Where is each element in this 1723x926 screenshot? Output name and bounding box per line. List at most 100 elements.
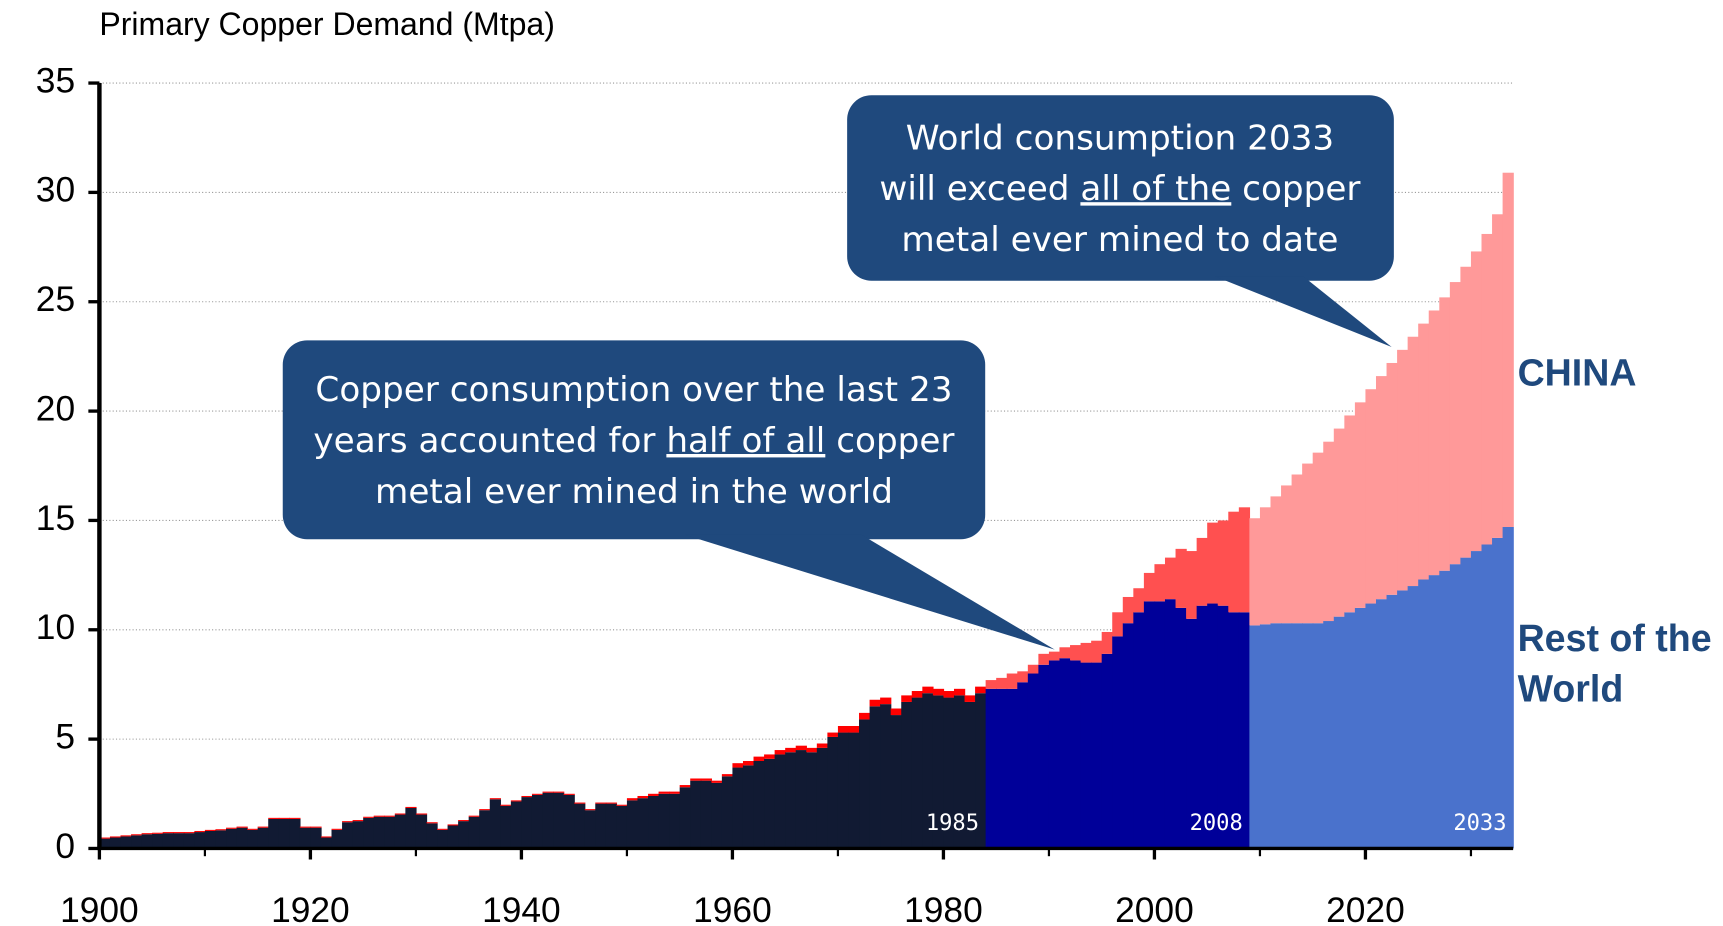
bar-segment: [1186, 551, 1198, 619]
bar-segment: [131, 834, 143, 836]
bar-segment: [932, 695, 945, 849]
bar-segment: [1375, 599, 1388, 849]
bar-segment: [152, 832, 164, 834]
bar-segment: [637, 795, 649, 799]
bar-segment: [1228, 511, 1240, 613]
x-tick-label: 1920: [271, 891, 350, 926]
bar-segment: [1091, 640, 1103, 663]
bar-segment: [1048, 651, 1061, 661]
period-label: 2033: [1453, 811, 1506, 836]
bar-segment: [1217, 605, 1229, 849]
bar-segment: [489, 799, 501, 849]
bar-segment: [415, 814, 428, 849]
bar-segment: [173, 833, 185, 849]
callout-pointer: [1214, 276, 1392, 348]
bar-segment: [806, 747, 818, 753]
bar-segment: [658, 793, 670, 849]
bar-segment: [1164, 557, 1177, 600]
bar-segment: [1048, 660, 1061, 849]
bar-segment: [479, 809, 491, 811]
annotation-text: years accounted for half of all copper: [313, 421, 955, 461]
y-tick-label: 35: [36, 61, 75, 100]
bar-segment: [1207, 522, 1219, 604]
bar-segment: [109, 837, 122, 849]
bar-segment: [1006, 688, 1018, 849]
bar-segment: [99, 838, 111, 849]
bar-segment: [320, 837, 333, 849]
bar-segment: [1365, 389, 1377, 604]
bar-segment: [1238, 612, 1251, 849]
bar-segment: [753, 760, 765, 849]
bar-segment: [1175, 607, 1187, 849]
bar-segment: [500, 804, 512, 806]
bar-segment: [1122, 596, 1134, 624]
bar-segment: [690, 778, 702, 781]
bar-segment: [458, 820, 470, 822]
bar-segment: [1481, 233, 1493, 545]
bar-segment: [911, 697, 923, 849]
bar-segment: [816, 747, 829, 849]
annotation-part: Copper consumption over the last 23: [315, 370, 952, 410]
bar-segment: [1344, 415, 1356, 613]
bar-segment: [648, 793, 660, 796]
bar-segment: [732, 767, 744, 849]
bar-segment: [415, 813, 428, 815]
bar-segment: [236, 827, 248, 849]
bar-segment: [247, 828, 259, 830]
bar-segment: [1101, 631, 1113, 654]
bar-segment: [1186, 618, 1198, 849]
bar-segment: [1375, 376, 1388, 600]
bar-segment: [1386, 362, 1398, 595]
annotation-part: all of the: [1080, 169, 1231, 209]
bar-segment: [1449, 564, 1462, 849]
bar-segment: [932, 688, 945, 696]
bar-segment: [226, 827, 238, 829]
bar-segment: [352, 820, 364, 822]
bar-segment: [247, 829, 259, 849]
bar-segment: [479, 810, 491, 849]
bar-segment: [109, 836, 122, 838]
bar-segment: [996, 677, 1008, 689]
bar-segment: [141, 834, 153, 849]
bar-segment: [405, 806, 417, 809]
y-tick-label: 30: [36, 171, 75, 210]
bar-segment: [574, 802, 586, 804]
bar-segment: [352, 821, 364, 849]
bar-segment: [1249, 518, 1261, 626]
bar-segment: [331, 828, 343, 830]
bar-segment: [616, 805, 628, 849]
bar-segment: [1354, 607, 1367, 849]
bar-segment: [1439, 570, 1451, 849]
bar-segment: [468, 815, 480, 817]
bar-segment: [869, 706, 881, 849]
bar-segment: [1196, 537, 1208, 606]
bar-segment: [1006, 673, 1018, 689]
x-tick-label: 1900: [60, 891, 139, 926]
bar-segment: [236, 826, 248, 828]
bar-segment: [943, 691, 955, 698]
bar-segment: [837, 732, 850, 849]
bar-segment: [553, 792, 565, 849]
bar-segment: [1259, 507, 1272, 625]
bar-segment: [975, 686, 987, 694]
bar-segment: [1070, 645, 1082, 661]
bar-segment: [373, 815, 385, 817]
bar-segment: [1270, 623, 1282, 849]
bar-segment: [1112, 612, 1124, 637]
bar-segment: [742, 765, 755, 849]
bar-segment: [373, 816, 385, 849]
bar-segment: [658, 791, 670, 794]
bar-segment: [553, 791, 565, 793]
bar-segment: [194, 830, 206, 833]
bar-segment: [289, 818, 301, 849]
bar-segment: [1281, 623, 1293, 849]
annotation-text: metal ever mined in the world: [375, 471, 893, 511]
bar-segment: [331, 829, 343, 849]
bar-segment: [120, 836, 132, 849]
legend-entry: CHINA: [1518, 353, 1637, 395]
bar-segment: [310, 826, 322, 828]
bar-segment: [901, 695, 913, 702]
bar-segment: [1196, 605, 1208, 849]
bar-segment: [1281, 485, 1293, 624]
bar-segment: [1122, 623, 1134, 849]
